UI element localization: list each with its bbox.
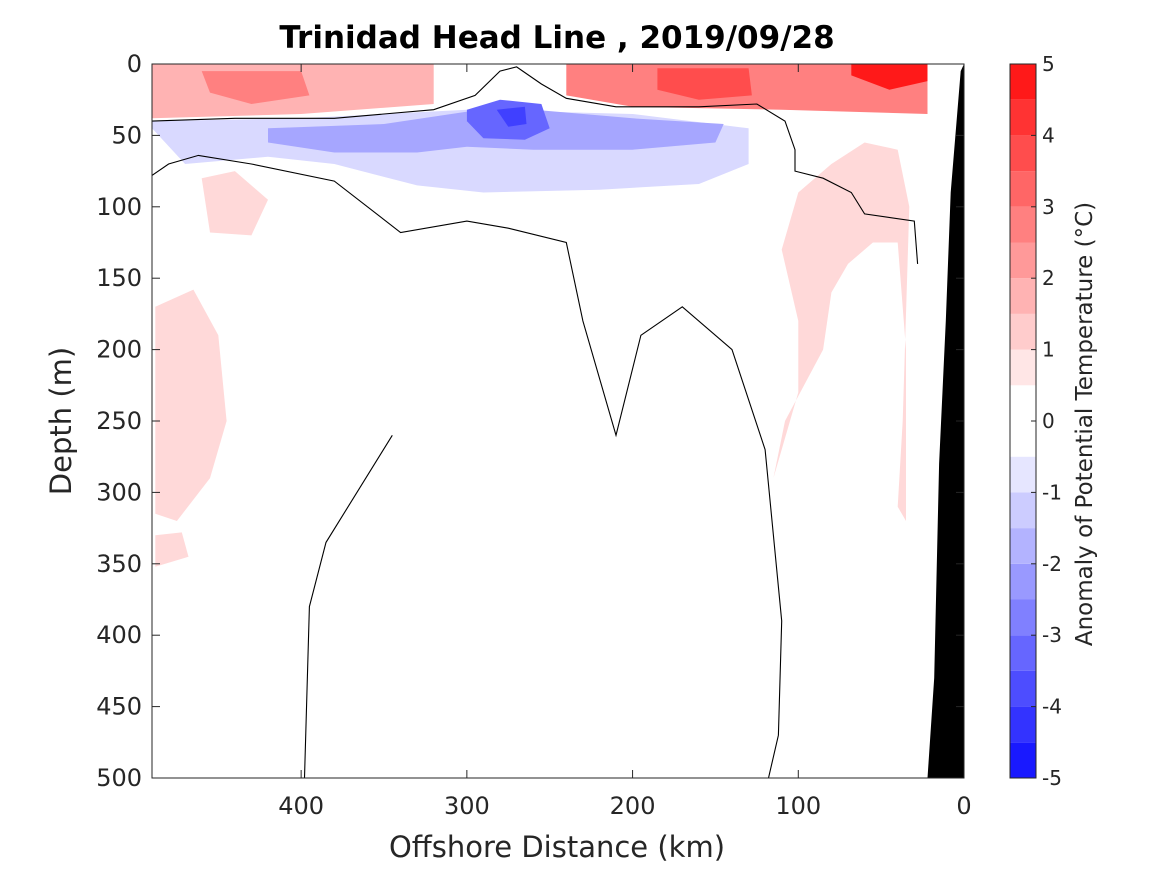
warm-anomaly-region-3 bbox=[657, 68, 752, 100]
colorbar-tick-label: 0 bbox=[1042, 409, 1055, 433]
y-tick-label: 400 bbox=[96, 621, 142, 649]
colorbar-step bbox=[1010, 206, 1036, 243]
y-tick-label: 0 bbox=[127, 50, 142, 78]
colorbar-step bbox=[1010, 242, 1036, 279]
x-tick-label: 200 bbox=[610, 792, 656, 820]
warm-anomaly-region-9 bbox=[201, 171, 268, 236]
colorbar-tick-label: 5 bbox=[1042, 52, 1055, 76]
zero-contour-line-0 bbox=[152, 66, 919, 264]
y-axis-ticks: 0 50 100 150 200 250 300 350 400 450 500 bbox=[96, 50, 964, 792]
bathymetry-seafloor bbox=[927, 64, 964, 778]
y-tick-label: 100 bbox=[96, 193, 142, 221]
colorbar-step bbox=[1010, 135, 1036, 172]
zero-contours bbox=[152, 66, 919, 778]
colorbar-tick-label: 1 bbox=[1042, 338, 1055, 362]
warm-anomaly-region-12 bbox=[773, 142, 910, 521]
colorbar-step bbox=[1010, 670, 1036, 707]
bathymetry bbox=[927, 64, 964, 778]
x-tick-label: 300 bbox=[444, 792, 490, 820]
colorbar-tick-label: 2 bbox=[1042, 266, 1055, 290]
colorbar-tick-label: -1 bbox=[1042, 480, 1062, 504]
colorbar-step bbox=[1010, 456, 1036, 493]
colorbar-step bbox=[1010, 99, 1036, 136]
colorbar-tick-label: -3 bbox=[1042, 623, 1062, 647]
x-tick-label: 0 bbox=[956, 792, 971, 820]
colorbar-step bbox=[1010, 492, 1036, 529]
x-axis-label: Offshore Distance (km) bbox=[389, 830, 725, 864]
colorbar-step bbox=[1010, 528, 1036, 564]
colorbar-step bbox=[1010, 171, 1036, 207]
colorbar-step bbox=[1010, 349, 1036, 386]
colorbar-ticks: 5 4 3 2 1 0 -1 -2 -3 -4 -5 bbox=[1031, 52, 1062, 790]
y-tick-label: 200 bbox=[96, 336, 142, 364]
y-tick-label: 150 bbox=[96, 264, 142, 292]
colorbar-step bbox=[1010, 313, 1036, 350]
colorbar-step bbox=[1010, 742, 1036, 778]
zero-contour-line-2 bbox=[303, 435, 393, 778]
colorbar-step bbox=[1010, 599, 1036, 636]
y-tick-label: 450 bbox=[96, 693, 142, 721]
x-axis-ticks: 400 300 200 100 0 bbox=[278, 64, 972, 820]
colorbar-tick-label: 4 bbox=[1042, 123, 1055, 147]
warm-anomaly-region-11 bbox=[155, 532, 189, 567]
colorbar-tick-label: 3 bbox=[1042, 195, 1055, 219]
warm-anomaly-region-4 bbox=[851, 64, 928, 90]
zero-contour-line-1 bbox=[152, 154, 783, 778]
y-axis-label: Depth (m) bbox=[44, 347, 78, 495]
colorbar-step bbox=[1010, 635, 1036, 671]
chart-title: Trinidad Head Line , 2019/09/28 bbox=[279, 20, 834, 56]
colorbar-step bbox=[1010, 563, 1036, 600]
warm-anomaly-region-10 bbox=[155, 289, 227, 521]
colorbar-step bbox=[1010, 385, 1036, 421]
y-tick-label: 350 bbox=[96, 550, 142, 578]
colorbar-tick-label: -4 bbox=[1042, 695, 1062, 719]
colorbar-step bbox=[1010, 278, 1036, 314]
warm-anomaly-region-1 bbox=[201, 71, 310, 104]
y-tick-label: 500 bbox=[96, 764, 142, 792]
x-tick-label: 400 bbox=[278, 792, 324, 820]
colorbar-tick-label: -2 bbox=[1042, 552, 1062, 576]
y-tick-label: 50 bbox=[111, 121, 142, 149]
y-tick-label: 300 bbox=[96, 478, 142, 506]
cold-anomaly-region-8 bbox=[496, 106, 527, 127]
colorbar-label: Anomaly of Potential Temperature (°C) bbox=[1072, 202, 1098, 646]
colorbar-tick-label: -5 bbox=[1042, 766, 1062, 790]
colorbar-step bbox=[1010, 706, 1036, 743]
anomaly-fills bbox=[152, 64, 928, 567]
colorbar-step bbox=[1010, 421, 1036, 457]
colorbar bbox=[1010, 64, 1036, 778]
colorbar-step bbox=[1010, 64, 1036, 100]
y-tick-label: 250 bbox=[96, 407, 142, 435]
x-tick-label: 100 bbox=[775, 792, 821, 820]
